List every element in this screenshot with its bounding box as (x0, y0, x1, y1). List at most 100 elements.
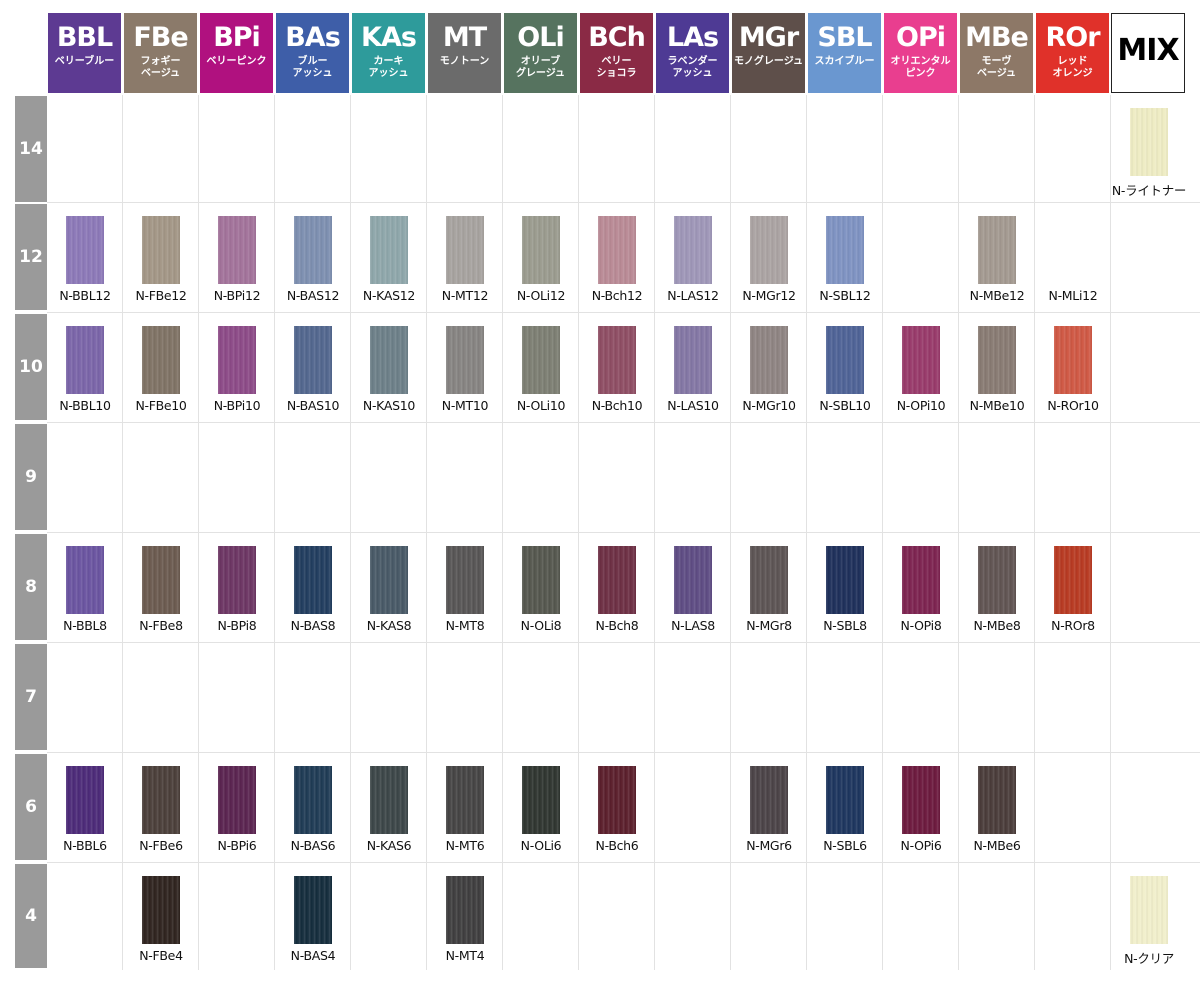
hair-swatch[interactable] (522, 326, 560, 394)
hair-swatch[interactable] (674, 216, 712, 284)
swatch-label: N-ROr8 (1051, 618, 1095, 633)
hair-swatch[interactable] (218, 326, 256, 394)
swatch-label: N-MBe8 (973, 618, 1021, 633)
hair-swatch[interactable] (66, 326, 104, 394)
hair-swatch[interactable] (750, 216, 788, 284)
hair-swatch[interactable] (294, 216, 332, 284)
hair-swatch[interactable] (1054, 546, 1092, 614)
swatch-texture (446, 766, 484, 834)
column-header-mgr: MGr モノグレージュ (732, 13, 805, 93)
swatch-texture (218, 766, 256, 834)
swatch-texture (522, 766, 560, 834)
hair-swatch[interactable] (522, 216, 560, 284)
swatch-texture (446, 326, 484, 394)
hair-swatch[interactable] (370, 326, 408, 394)
hair-swatch[interactable] (66, 546, 104, 614)
hair-swatch[interactable] (294, 546, 332, 614)
hair-swatch[interactable] (142, 766, 180, 834)
hair-swatch[interactable] (142, 546, 180, 614)
hair-swatch[interactable] (522, 546, 560, 614)
swatch-texture (826, 766, 864, 834)
hair-swatch[interactable] (978, 766, 1016, 834)
swatch-texture (674, 326, 712, 394)
hair-swatch[interactable] (826, 766, 864, 834)
swatch-label: N-KAS10 (362, 398, 416, 413)
swatch-texture (750, 216, 788, 284)
swatch-label: N-MBe10 (969, 398, 1025, 413)
column-code: OLi (517, 22, 564, 53)
swatch-label: N-OLi6 (520, 838, 562, 853)
column-code: LAs (666, 22, 719, 53)
hair-swatch[interactable] (598, 546, 636, 614)
swatch-label: N-OPi6 (900, 838, 942, 853)
hair-swatch[interactable] (826, 546, 864, 614)
hair-swatch[interactable] (142, 326, 180, 394)
swatch-label: N-BAS12 (286, 288, 340, 303)
swatch-label: N-クリア (1124, 951, 1174, 966)
hair-swatch[interactable] (902, 326, 940, 394)
column-japanese-name: ベリーピンク (206, 56, 267, 67)
hair-swatch[interactable] (902, 766, 940, 834)
grid-row-divider (47, 422, 1200, 423)
hair-swatch[interactable] (446, 326, 484, 394)
hair-swatch[interactable] (674, 326, 712, 394)
swatch-texture (826, 326, 864, 394)
hair-swatch[interactable] (902, 546, 940, 614)
hair-swatch[interactable] (446, 546, 484, 614)
hair-swatch[interactable] (294, 876, 332, 944)
swatch-label: N-MBe12 (969, 288, 1025, 303)
swatch-label: N-Bch10 (591, 398, 643, 413)
swatch-label: N-KAS12 (362, 288, 416, 303)
hair-swatch[interactable] (446, 216, 484, 284)
grid-column-divider (578, 95, 579, 970)
swatch-label: N-MBe6 (973, 838, 1021, 853)
column-japanese-name: フォギー ベージュ (140, 56, 181, 79)
hair-swatch[interactable] (598, 326, 636, 394)
hair-swatch[interactable] (750, 546, 788, 614)
hair-swatch[interactable] (294, 326, 332, 394)
hair-swatch[interactable] (66, 216, 104, 284)
hair-swatch[interactable] (826, 216, 864, 284)
swatch-label: N-MT4 (445, 948, 485, 963)
swatch-label: N-FBe4 (139, 948, 183, 963)
swatch-texture (522, 216, 560, 284)
swatch-label: N-MT8 (445, 618, 485, 633)
hair-swatch[interactable] (142, 216, 180, 284)
hair-swatch[interactable] (218, 216, 256, 284)
hair-swatch[interactable] (446, 766, 484, 834)
hair-swatch[interactable] (294, 766, 332, 834)
hair-swatch[interactable] (978, 546, 1016, 614)
hair-swatch[interactable] (598, 766, 636, 834)
hair-swatch[interactable] (142, 876, 180, 944)
swatch-texture (66, 546, 104, 614)
hair-swatch[interactable] (826, 326, 864, 394)
level-label-10: 10 (15, 314, 47, 420)
swatch-label: N-Bch8 (595, 618, 639, 633)
swatch-label: N-MGr12 (742, 288, 796, 303)
hair-swatch[interactable] (218, 766, 256, 834)
hair-swatch[interactable] (370, 766, 408, 834)
hair-swatch[interactable] (66, 766, 104, 834)
hair-swatch[interactable] (750, 766, 788, 834)
column-header-mt: MT モノトーン (428, 13, 501, 93)
hair-swatch[interactable] (1054, 326, 1092, 394)
swatch-texture (598, 766, 636, 834)
column-code: SBL (817, 22, 872, 53)
column-code: MBe (965, 22, 1029, 53)
hair-swatch[interactable] (674, 546, 712, 614)
hair-swatch[interactable] (370, 546, 408, 614)
hair-swatch[interactable] (1130, 108, 1168, 176)
hair-swatch[interactable] (1130, 876, 1168, 944)
hair-swatch[interactable] (598, 216, 636, 284)
swatch-label: N-MT12 (441, 288, 489, 303)
hair-swatch[interactable] (978, 326, 1016, 394)
hair-swatch[interactable] (978, 216, 1016, 284)
hair-swatch[interactable] (446, 876, 484, 944)
hair-swatch[interactable] (750, 326, 788, 394)
hair-swatch[interactable] (522, 766, 560, 834)
swatch-texture (978, 326, 1016, 394)
hair-swatch[interactable] (218, 546, 256, 614)
hair-swatch[interactable] (370, 216, 408, 284)
swatch-label: N-SBL12 (819, 288, 871, 303)
